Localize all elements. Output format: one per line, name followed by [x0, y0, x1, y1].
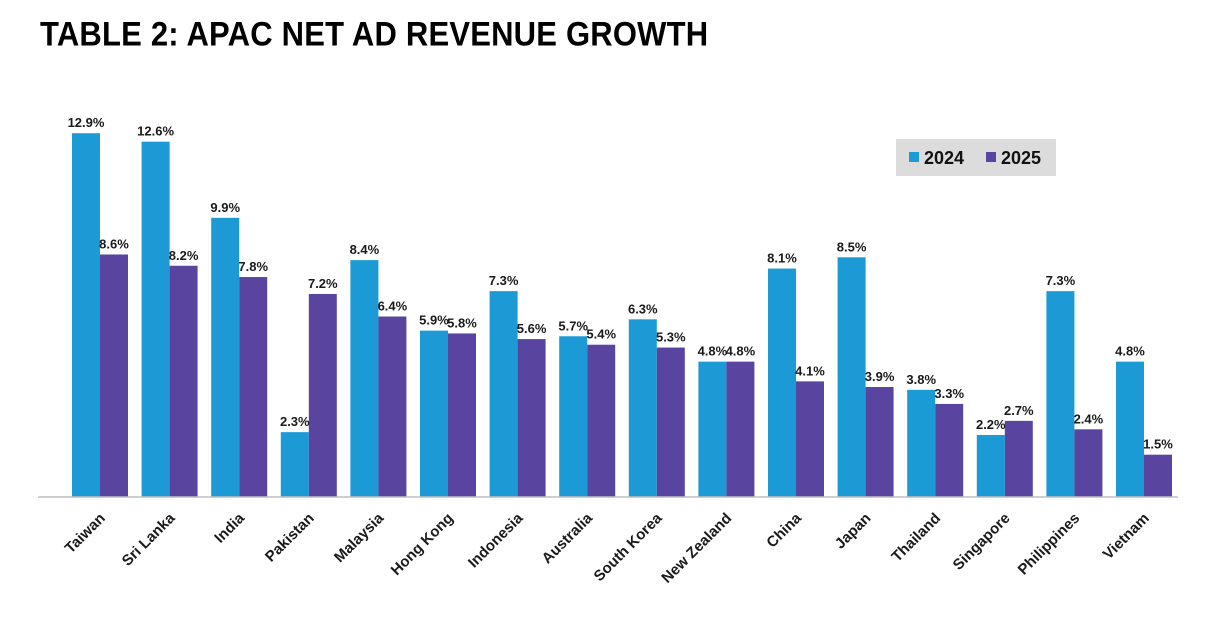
value-label-japan-2024: 8.5% [837, 239, 867, 254]
legend-label-2024: 2024 [924, 148, 964, 168]
bar-australia-2025 [587, 344, 616, 497]
value-label-thailand-2025: 3.3% [934, 386, 964, 401]
value-label-hong-kong-2024: 5.9% [419, 313, 449, 328]
bar-vietnam-2024 [1116, 361, 1144, 497]
bar-malaysia-2025 [378, 316, 407, 497]
value-label-south-korea-2025: 5.3% [656, 330, 686, 345]
value-label-japan-2025: 3.9% [865, 369, 895, 384]
bar-taiwan-2025 [100, 254, 128, 497]
value-label-taiwan-2025: 8.6% [99, 236, 129, 251]
category-label-indonesia: Indonesia [465, 509, 527, 571]
value-label-india-2024: 9.9% [210, 200, 240, 215]
value-label-philippines-2024: 7.3% [1046, 273, 1076, 288]
bar-new-zealand-2025 [726, 361, 755, 497]
value-label-thailand-2024: 3.8% [906, 372, 936, 387]
bar-australia-2024 [559, 336, 588, 497]
bar-south-korea-2025 [656, 347, 685, 497]
legend-background [896, 139, 1056, 176]
category-label-hong-kong: Hong Kong [388, 510, 457, 579]
bar-thailand-2024 [907, 389, 936, 497]
category-label-pakistan: Pakistan [262, 510, 318, 566]
bar-malaysia-2024 [350, 260, 379, 497]
category-label-singapore: Singapore [950, 510, 1014, 574]
value-label-singapore-2024: 2.2% [976, 417, 1006, 432]
legend-label-2025: 2025 [1001, 148, 1041, 168]
bar-sri-lanka-2025 [169, 265, 198, 497]
value-label-singapore-2025: 2.7% [1004, 403, 1034, 418]
value-labels-group: 12.9% 8.6% 12.6% 8.2% 9.9% 7.8% 2.3% 7.2% 8.4% 6.… [68, 115, 1174, 451]
value-label-china-2024: 8.1% [767, 251, 797, 266]
bar-indonesia-2025 [517, 339, 546, 497]
bar-sri-lanka-2024 [141, 141, 170, 497]
bar-pakistan-2025 [308, 293, 337, 497]
bar-china-2024 [768, 268, 796, 497]
bar-singapore-2024 [976, 434, 1005, 497]
value-label-taiwan-2024: 12.9% [68, 115, 105, 130]
category-label-sri-lanka: Sri Lanka [119, 509, 179, 569]
value-label-south-korea-2024: 6.3% [628, 301, 658, 316]
value-label-india-2025: 7.8% [238, 259, 268, 274]
value-label-malaysia-2024: 8.4% [350, 242, 380, 257]
category-labels-group: Taiwan Sri Lanka India Pakistan Malaysia Hong… [62, 509, 1153, 586]
legend-swatch-2025 [986, 152, 996, 162]
bar-philippines-2025 [1074, 429, 1103, 497]
value-label-hong-kong-2025: 5.8% [447, 315, 477, 330]
value-label-sri-lanka-2025: 8.2% [169, 248, 199, 263]
value-label-vietnam-2025: 1.5% [1143, 437, 1173, 452]
bar-pakistan-2024 [280, 432, 309, 497]
value-label-malaysia-2025: 6.4% [378, 299, 408, 314]
bar-singapore-2025 [1004, 420, 1033, 497]
category-label-taiwan: Taiwan [62, 510, 109, 557]
bar-indonesia-2024 [489, 291, 518, 497]
bars-group [72, 133, 1172, 497]
category-label-new-zealand: New Zealand [658, 510, 735, 587]
value-label-indonesia-2025: 5.6% [517, 321, 547, 336]
bar-south-korea-2024 [628, 319, 657, 497]
category-label-india: India [211, 509, 248, 546]
value-label-philippines-2025: 2.4% [1074, 411, 1104, 426]
bar-new-zealand-2024 [698, 361, 727, 497]
value-label-sri-lanka-2024: 12.6% [137, 124, 174, 139]
bar-thailand-2025 [935, 403, 964, 497]
bar-hong-kong-2025 [448, 333, 476, 497]
value-label-indonesia-2024: 7.3% [489, 273, 519, 288]
bar-india-2024 [211, 217, 240, 497]
category-label-japan: Japan [832, 510, 875, 553]
legend: 2024 2025 [896, 139, 1056, 176]
bar-philippines-2024 [1046, 291, 1075, 497]
value-label-pakistan-2025: 7.2% [308, 276, 338, 291]
category-label-philippines: Philippines [1015, 510, 1084, 579]
bar-vietnam-2025 [1144, 454, 1172, 497]
value-label-new-zealand-2024: 4.8% [698, 344, 728, 359]
category-label-china: China [763, 509, 805, 551]
value-label-vietnam-2024: 4.8% [1115, 344, 1145, 359]
value-label-new-zealand-2025: 4.8% [726, 344, 756, 359]
category-label-thailand: Thailand [888, 510, 944, 566]
legend-swatch-2024 [909, 152, 919, 162]
bar-japan-2024 [837, 257, 866, 497]
category-label-vietnam: Vietnam [1100, 510, 1153, 563]
value-label-australia-2024: 5.7% [558, 318, 588, 333]
bar-hong-kong-2024 [420, 330, 448, 497]
bar-china-2025 [796, 381, 824, 497]
category-label-south-korea: South Korea [591, 509, 667, 585]
category-label-malaysia: Malaysia [331, 509, 388, 566]
bar-india-2025 [239, 277, 268, 497]
value-label-pakistan-2024: 2.3% [280, 414, 310, 429]
bar-japan-2025 [865, 387, 894, 497]
bar-taiwan-2024 [72, 133, 100, 497]
value-label-china-2025: 4.1% [795, 363, 825, 378]
chart-title: TABLE 2: APAC NET AD REVENUE GROWTH [40, 14, 709, 54]
category-label-australia: Australia [539, 509, 597, 567]
value-label-australia-2025: 5.4% [586, 327, 616, 342]
